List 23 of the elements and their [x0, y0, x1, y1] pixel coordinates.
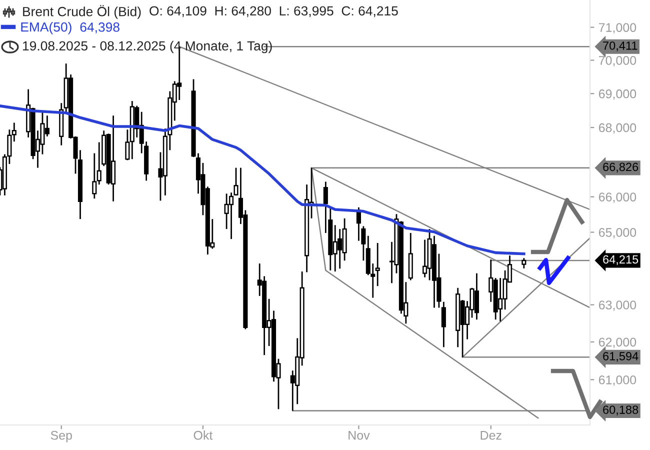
text: 61,594 — [603, 352, 638, 362]
y-tick-label: 70,000 — [598, 56, 636, 66]
y-tick-label: 69,000 — [598, 89, 636, 100]
text: 60,188 — [603, 406, 638, 416]
annotation: 64,398 — [80, 22, 120, 34]
x-tick-label: Okt — [194, 430, 213, 440]
y-tick-label: 68,000 — [598, 123, 636, 134]
text: 66,826 — [603, 162, 638, 172]
x-tick-label: Nov — [348, 431, 370, 440]
y-tick-label: 66,000 — [598, 192, 636, 203]
text: 19.08.2025 - 08.12.2025 (4 Monate, 1 Tag) — [23, 40, 272, 54]
legend-label: EMA(50) — [21, 22, 72, 34]
text: 64,215 — [603, 255, 638, 266]
y-tick-label: 63,000 — [598, 300, 636, 311]
text: 70,411 — [603, 41, 638, 52]
x-tick-label: Sep — [50, 430, 72, 442]
x-tick-label: Dez — [480, 431, 502, 440]
y-tick-label: 71,000 — [598, 23, 636, 34]
y-tick-label: 61,000 — [598, 375, 636, 386]
annotation: O: 64,109 H: 64,280 L: 63,995 C: 64,215 — [150, 6, 398, 18]
chart-title: Brent Crude Öl (Bid) — [23, 5, 141, 19]
y-tick-label: 65,000 — [598, 228, 636, 238]
y-tick-label: 62,000 — [598, 338, 636, 348]
